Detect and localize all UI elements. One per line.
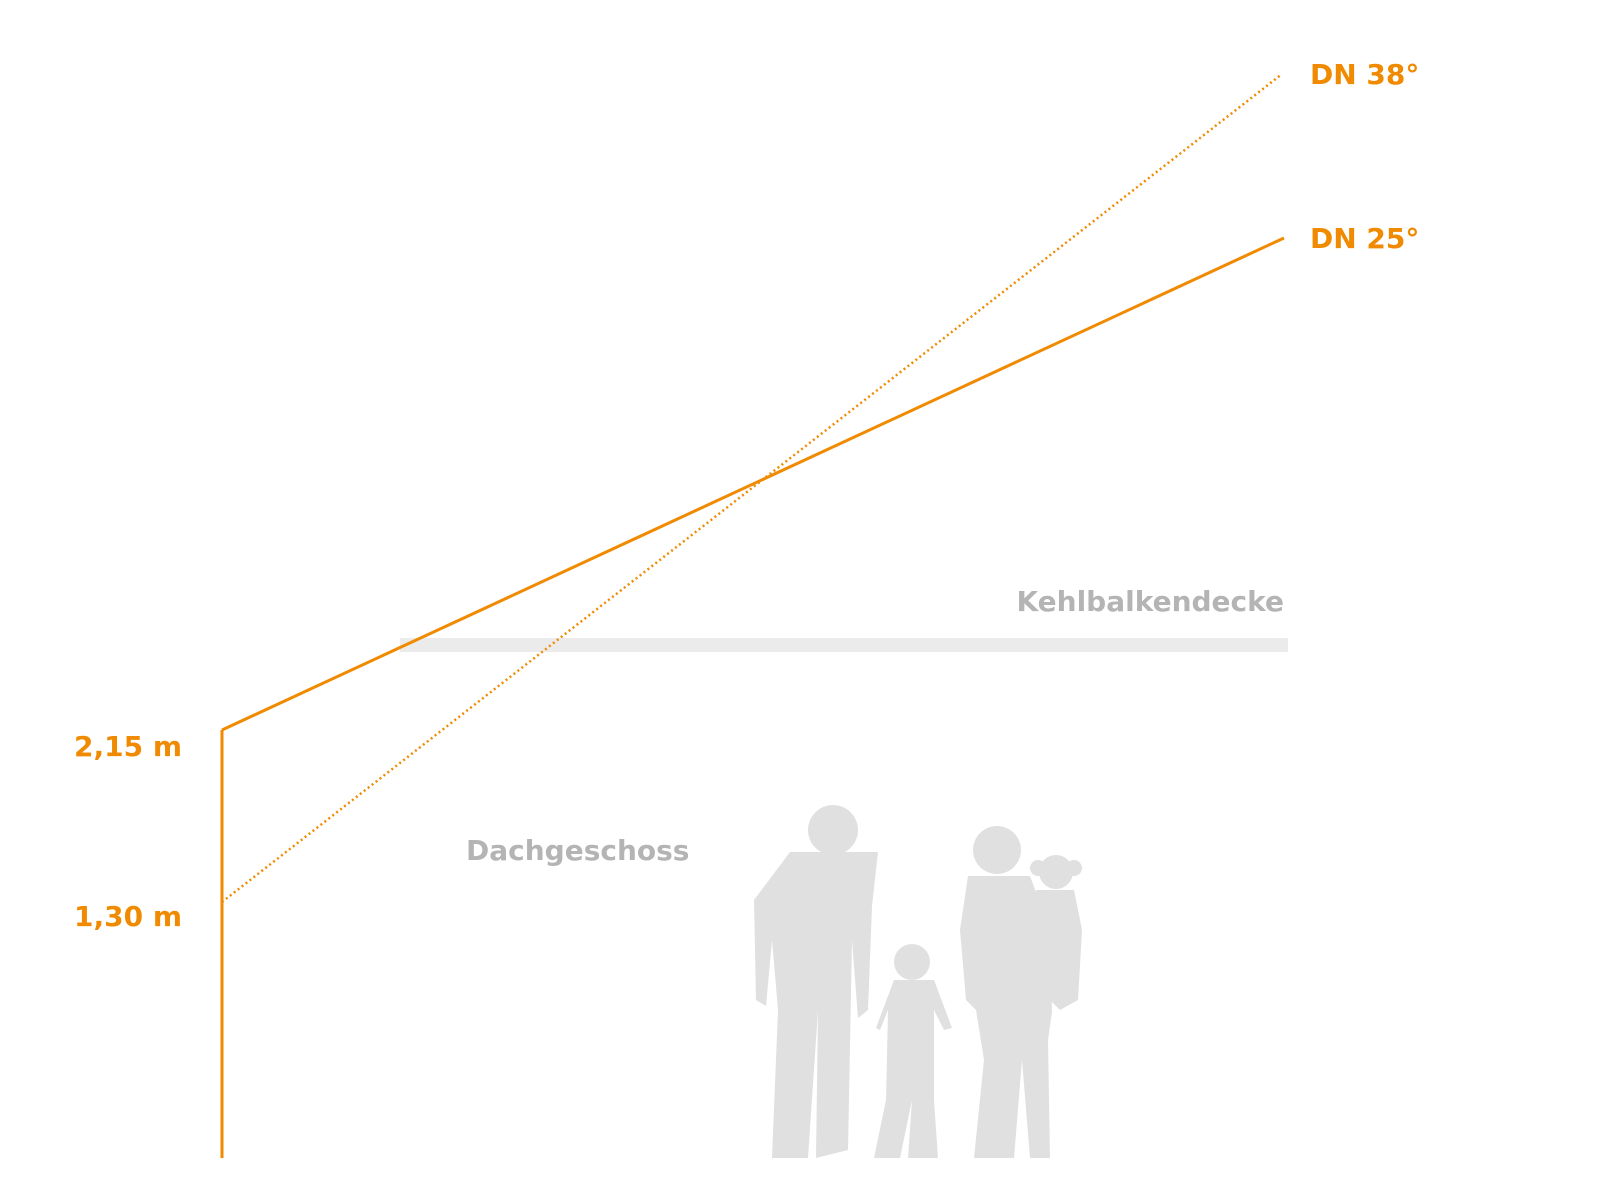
roof-label: DN 38° (1310, 58, 1419, 91)
ceiling-label: Kehlbalkendecke (1016, 585, 1284, 618)
roof-line-25 (221, 236, 1285, 732)
ceiling-beam (400, 638, 1288, 652)
roof-line-38 (221, 73, 1283, 903)
roof-label: DN 25° (1310, 222, 1419, 255)
height-label: 1,30 m (74, 900, 182, 933)
people-silhouettes (754, 805, 1082, 1158)
height-label: 2,15 m (74, 730, 182, 763)
room-label: Dachgeschoss (466, 834, 689, 867)
